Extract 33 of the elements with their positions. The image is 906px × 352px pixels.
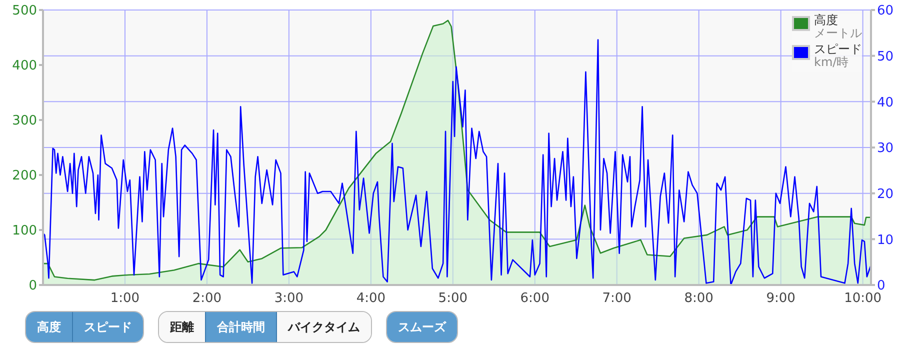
legend-label: スピード — [814, 42, 862, 56]
x-tick-label: 5:00 — [438, 291, 468, 306]
x-tick-label: 6:00 — [520, 291, 550, 306]
text: スムーズ — [387, 312, 457, 342]
text: 高度 — [26, 312, 72, 342]
x-tick-label: 4:00 — [356, 291, 386, 306]
legend-label: 高度 — [814, 13, 839, 27]
y-tick-label: 400 — [12, 58, 37, 74]
y-tick-label: 100 — [12, 224, 37, 239]
x-tick-label: 7:00 — [602, 291, 632, 306]
text: バイクタイム — [276, 312, 371, 342]
x-tick-label: 1:00 — [110, 291, 140, 306]
y2-tick-label: 60 — [877, 4, 894, 19]
y2-tick-label: 50 — [877, 49, 894, 64]
y2-tick-label: 0 — [877, 278, 886, 294]
y2-tick-label: 30 — [877, 141, 894, 156]
y-tick-label: 300 — [12, 114, 37, 129]
text: 合計時間 — [205, 312, 276, 342]
text: 距離 — [159, 312, 205, 342]
text: スピード — [72, 312, 143, 342]
x-tick-label: 3:00 — [274, 291, 304, 306]
annotation: km/時 — [814, 55, 850, 69]
y2-tick-label: 40 — [877, 95, 894, 110]
x-tick-label: 10:00 — [844, 291, 882, 306]
y2-tick-label: 20 — [877, 186, 894, 202]
x-tick-label: 2:00 — [192, 291, 222, 306]
y-tick-label: 500 — [12, 4, 37, 19]
y2-tick-label: 10 — [877, 232, 894, 248]
annotation: メートル — [814, 26, 862, 40]
x-tick-label: 9:00 — [766, 291, 796, 306]
y-tick-label: 0 — [28, 278, 37, 294]
y-tick-label: 200 — [12, 168, 37, 184]
x-tick-label: 8:00 — [684, 291, 714, 306]
